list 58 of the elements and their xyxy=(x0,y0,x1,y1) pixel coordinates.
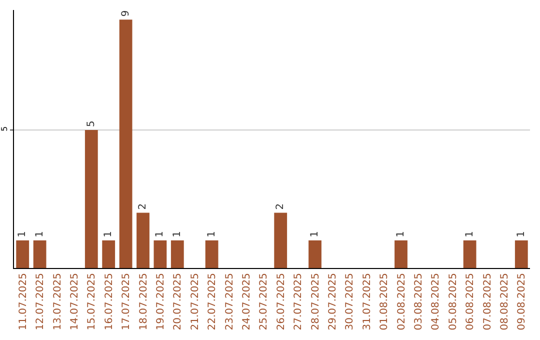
data-label: 1 xyxy=(464,231,476,238)
x-tick-label: 04.08.2025 xyxy=(430,273,442,330)
x-tick-label: 09.08.2025 xyxy=(516,273,528,330)
data-label: 2 xyxy=(138,203,148,210)
data-label: 1 xyxy=(103,231,114,238)
bar xyxy=(136,212,150,268)
x-tick-label: 12.07.2025 xyxy=(35,273,46,330)
x-tick-label: 02.08.2025 xyxy=(396,273,408,330)
x-tick-label: 22.07.2025 xyxy=(207,273,218,330)
x-tick-label: 14.07.2025 xyxy=(69,273,80,330)
x-tick-label: 11.07.2025 xyxy=(18,273,29,330)
data-label: 2 xyxy=(275,203,286,210)
x-tick-label: 25.07.2025 xyxy=(258,273,270,330)
bar xyxy=(514,240,528,268)
data-label: 1 xyxy=(516,231,527,238)
x-tick-label: 29.07.2025 xyxy=(327,273,338,330)
data-label: 5 xyxy=(86,120,97,128)
bar xyxy=(170,240,184,268)
x-tick-label: 23.07.2025 xyxy=(224,273,236,330)
x-tick-label: 13.07.2025 xyxy=(52,273,64,330)
bar xyxy=(102,240,116,268)
x-tick-label: 30.07.2025 xyxy=(344,273,356,330)
x-tick-label: 20.07.2025 xyxy=(172,273,184,330)
data-label: 1 xyxy=(396,231,406,238)
bar xyxy=(16,240,30,268)
bar xyxy=(205,240,218,268)
bar xyxy=(274,212,288,268)
data-label: 1 xyxy=(310,231,320,238)
data-label: 1 xyxy=(34,231,46,238)
x-tick-label: 28.07.2025 xyxy=(310,273,322,330)
data-label: 1 xyxy=(206,231,218,238)
bar xyxy=(84,130,98,268)
bar xyxy=(119,20,132,268)
bar xyxy=(394,240,408,268)
data-label: 1 xyxy=(154,231,166,238)
x-tick-label: 27.07.2025 xyxy=(293,273,304,330)
bar xyxy=(33,240,46,268)
x-tick-label: 01.08.2025 xyxy=(379,273,390,330)
x-tick-label: 26.07.2025 xyxy=(276,273,287,330)
x-tick-label: 24.07.2025 xyxy=(241,273,252,330)
bar xyxy=(308,240,322,268)
x-tick-label: 08.08.2025 xyxy=(499,273,510,330)
data-label: 9 xyxy=(120,10,132,17)
x-tick-label: 17.07.2025 xyxy=(121,273,132,330)
x-tick-label: 15.07.2025 xyxy=(86,273,98,330)
x-tick-label: 21.07.2025 xyxy=(190,273,201,330)
x-tick-label: 06.08.2025 xyxy=(465,273,476,330)
x-tick-label: 18.07.2025 xyxy=(138,273,150,330)
x-tick-label: 07.08.2025 xyxy=(482,273,494,330)
x-tick-label: 31.07.2025 xyxy=(362,273,373,330)
x-tick-label: 16.07.2025 xyxy=(104,273,115,330)
data-label: 1 xyxy=(17,231,28,238)
bar xyxy=(154,240,167,268)
x-tick-label: 19.07.2025 xyxy=(155,273,166,330)
x-tick-label: 05.08.2025 xyxy=(448,273,459,330)
data-label: 1 xyxy=(172,231,183,238)
bar xyxy=(463,240,476,268)
x-tick-label: 03.08.2025 xyxy=(413,273,424,330)
